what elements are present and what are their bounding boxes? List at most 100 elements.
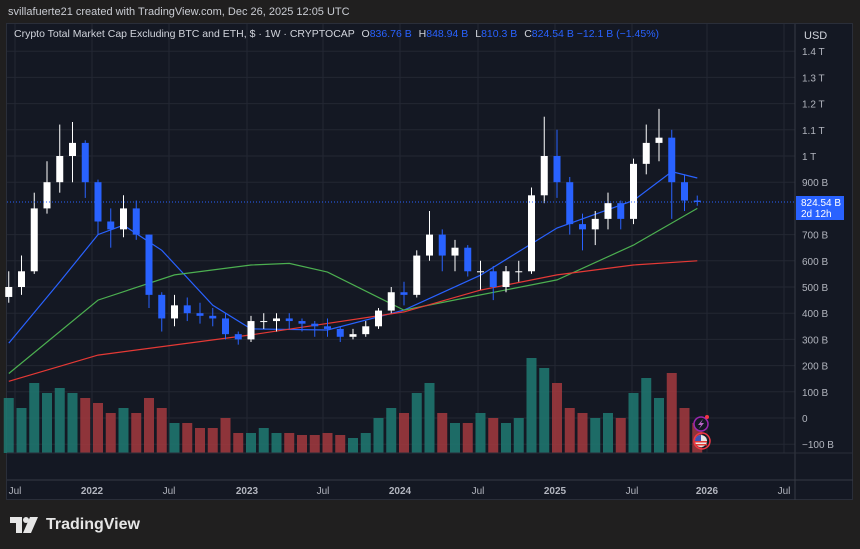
tradingview-logo[interactable]: TradingView xyxy=(10,516,140,534)
candle-body xyxy=(375,310,382,327)
volume-bar xyxy=(526,358,537,453)
volume-bar xyxy=(220,418,231,453)
volume-bar xyxy=(654,398,664,453)
candle-body xyxy=(438,234,446,256)
candle-body xyxy=(528,195,535,272)
candle-body xyxy=(489,271,497,287)
candle-body xyxy=(81,142,89,183)
event-markers[interactable] xyxy=(693,415,711,450)
us-flag-event-icon[interactable] xyxy=(693,432,711,450)
time-tick-label: 2024 xyxy=(389,486,412,497)
low-value: 810.3 B xyxy=(481,28,518,40)
change-value: −12.1 B (−1.45%) xyxy=(576,28,660,40)
candle-body xyxy=(107,221,115,230)
candle-body xyxy=(604,203,612,219)
candle-body xyxy=(171,305,178,319)
volume-bar xyxy=(501,423,511,453)
volume-bar xyxy=(284,433,295,453)
candle-body xyxy=(387,292,395,311)
candle-body xyxy=(132,208,140,235)
volume-bar xyxy=(348,438,358,453)
lightning-event-icon[interactable] xyxy=(693,415,709,432)
volume-bar xyxy=(615,418,626,453)
volume-bar xyxy=(258,428,269,453)
currency-label[interactable]: USD xyxy=(804,30,828,42)
volume-bar xyxy=(93,403,103,453)
candle-body xyxy=(681,182,688,201)
price-tick-label: 600 B xyxy=(802,257,828,268)
price-tick-label: 1 T xyxy=(802,152,816,163)
time-tick-label: Jul xyxy=(163,486,176,497)
last-price-tag: 824.54 B 2d 12h xyxy=(796,196,844,220)
volume-bar xyxy=(628,393,639,453)
price-tick-label: 100 B xyxy=(802,388,828,399)
time-tick-label: 2026 xyxy=(696,486,719,497)
volume-bar xyxy=(603,413,613,453)
candle-body xyxy=(43,182,51,209)
volume-bar xyxy=(67,393,78,453)
volume-bar xyxy=(462,423,473,453)
volume-bar xyxy=(105,413,116,453)
candle-body xyxy=(655,137,663,143)
price-tick-label: 1.1 T xyxy=(802,126,825,137)
candle-body xyxy=(362,326,370,335)
volume-bar xyxy=(297,435,307,453)
candle-body xyxy=(668,137,676,183)
volume-bar xyxy=(322,433,333,453)
candle-body xyxy=(247,321,255,340)
volume-bar xyxy=(182,423,193,453)
volume-bar xyxy=(131,413,142,453)
volume-bar xyxy=(309,435,320,453)
time-tick-label: 2022 xyxy=(81,486,104,497)
candle-body xyxy=(566,182,574,225)
bar-countdown: 2d 12h xyxy=(801,209,832,220)
candle-body xyxy=(222,318,229,335)
volume-bar xyxy=(641,378,652,453)
volume-bar xyxy=(399,413,409,453)
volume-bar xyxy=(590,418,601,453)
candle-body xyxy=(630,163,637,219)
candle-body xyxy=(145,234,153,295)
close-label: C xyxy=(524,28,532,40)
volume-bar xyxy=(577,413,588,453)
volume-bar xyxy=(3,398,14,453)
volume-bar xyxy=(373,418,384,453)
candle-body xyxy=(502,271,510,287)
last-price: 824.54 B xyxy=(801,198,842,209)
volume-bar xyxy=(169,423,180,453)
candle-body xyxy=(120,208,127,230)
volume-bar xyxy=(335,435,346,453)
moving-average-blue xyxy=(8,171,698,344)
candle-body xyxy=(642,142,650,164)
high-label: H xyxy=(418,28,427,40)
volume-bar xyxy=(271,433,282,453)
volume-bar xyxy=(666,373,677,453)
candle-body xyxy=(540,156,548,196)
volume-bar xyxy=(539,368,550,453)
volume-bar xyxy=(679,408,690,453)
candle-body xyxy=(515,271,523,273)
volume-bar xyxy=(118,408,129,453)
candle-body xyxy=(324,326,331,329)
symbol-name[interactable]: Crypto Total Market Cap Excluding BTC an… xyxy=(14,28,355,40)
volume-bar xyxy=(156,408,167,453)
volume-bar xyxy=(246,433,256,453)
time-tick-label: Jul xyxy=(317,486,330,497)
price-tick-label: 900 B xyxy=(802,178,828,189)
candle-body xyxy=(30,208,38,272)
candle-body xyxy=(349,334,357,337)
time-tick-label: Jul xyxy=(778,486,791,497)
candle-body xyxy=(451,247,459,256)
brand-name: TradingView xyxy=(46,516,140,533)
volume-bar xyxy=(488,418,499,453)
candle-body xyxy=(693,200,701,202)
candle-body xyxy=(464,247,472,272)
candle-body xyxy=(18,271,25,287)
symbol-legend: Crypto Total Market Cap Excluding BTC an… xyxy=(14,28,659,40)
volume-bar xyxy=(144,398,154,453)
candle-body xyxy=(400,292,408,295)
time-tick-label: Jul xyxy=(9,486,22,497)
candle-body xyxy=(477,271,484,273)
candle-body xyxy=(209,315,217,319)
